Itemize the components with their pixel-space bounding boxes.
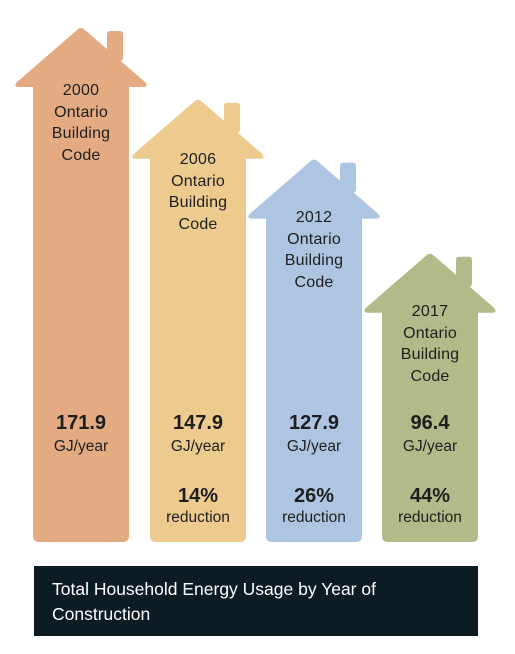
house-bar-2017 — [364, 253, 496, 542]
house-2006-value: 147.9 GJ/year — [150, 411, 246, 457]
chimney-2000 — [107, 31, 123, 61]
chimney-2017 — [456, 256, 472, 287]
reduction-label: reduction — [166, 509, 230, 526]
unit-label: GJ/year — [170, 438, 226, 455]
chart-caption: Total Household Energy Usage by Year of … — [34, 566, 478, 636]
label-line3: Code — [61, 146, 101, 164]
label-line1: Ontario — [171, 172, 225, 190]
label-year: 2006 — [179, 151, 217, 168]
value-label: 96.4 — [410, 412, 450, 434]
house-2017-value: 96.4 GJ/year — [382, 411, 478, 457]
label-year: 2012 — [295, 209, 333, 226]
house-bars — [15, 28, 496, 543]
value-label: 171.9 — [55, 412, 107, 434]
label-year: 2017 — [411, 303, 449, 320]
house-2017-labels: 2017 Ontario Building Code — [382, 301, 478, 387]
house-2000-value: 171.9 GJ/year — [34, 411, 128, 457]
label-line1: Ontario — [54, 103, 108, 121]
house-2000-labels: 2000 Ontario Building Code — [34, 80, 128, 166]
unit-label: GJ/year — [53, 438, 109, 455]
unit-label: GJ/year — [402, 438, 458, 455]
label-year: 2000 — [62, 82, 100, 99]
label-line1: Ontario — [403, 324, 457, 342]
house-2012-labels: 2012 Ontario Building Code — [266, 207, 362, 293]
chimney-2012 — [340, 162, 356, 193]
chimney-2006 — [224, 102, 240, 133]
house-bar-2006 — [132, 99, 264, 543]
house-2006-reduction: 14% reduction — [150, 484, 246, 528]
label-line3: Code — [294, 273, 334, 291]
label-line3: Code — [178, 215, 218, 233]
house-2017-reduction: 44% reduction — [382, 484, 478, 528]
reduction-label: reduction — [398, 509, 462, 526]
label-line2: Building — [168, 194, 228, 211]
label-line2: Building — [284, 252, 344, 269]
label-line2: Building — [400, 346, 460, 363]
house-2012-reduction: 26% reduction — [266, 484, 362, 528]
house-bar-2000 — [15, 28, 147, 542]
label-line1: Ontario — [287, 230, 341, 248]
reduction-percent: 26% — [293, 485, 335, 507]
reduction-percent: 44% — [409, 485, 451, 507]
unit-label: GJ/year — [286, 438, 342, 455]
value-label: 147.9 — [172, 412, 224, 434]
house-bar-2012 — [248, 159, 380, 542]
label-line3: Code — [410, 367, 450, 385]
value-label: 127.9 — [288, 412, 340, 434]
house-2006-labels: 2006 Ontario Building Code — [150, 149, 246, 235]
label-line2: Building — [51, 125, 111, 142]
reduction-percent: 14% — [177, 485, 219, 507]
reduction-label: reduction — [282, 509, 346, 526]
house-2012-value: 127.9 GJ/year — [266, 411, 362, 457]
